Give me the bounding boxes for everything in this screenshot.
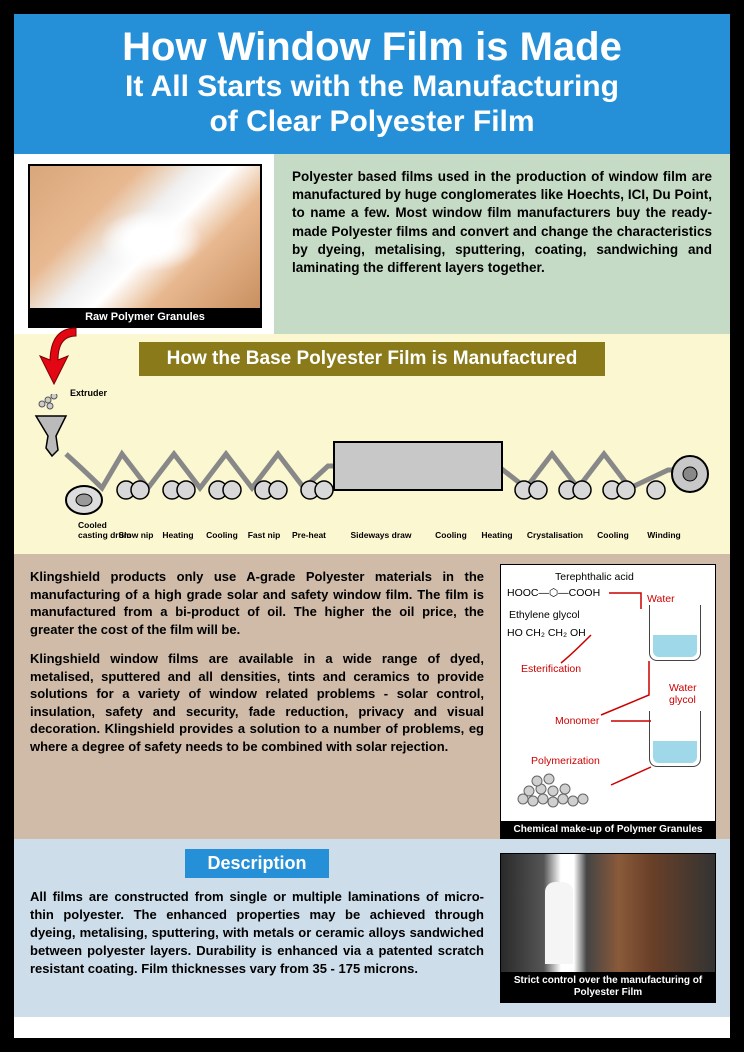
header: How Window Film is Made It All Starts wi… <box>14 14 730 154</box>
header-main-title: How Window Film is Made <box>24 26 720 68</box>
raw-granules-caption: Raw Polymer Granules <box>30 308 260 326</box>
description-text: All films are constructed from single or… <box>30 888 484 978</box>
process-diagram: Extruder Cooledcasting drum Slow nip Hea… <box>28 382 716 542</box>
intro-box: Polyester based films used in the produc… <box>274 154 730 334</box>
top-row: Raw Polymer Granules Polyester based fil… <box>14 154 730 334</box>
granules-icon <box>513 769 603 809</box>
red-arrow-icon <box>36 326 86 386</box>
photo-frame: Raw Polymer Granules <box>28 164 262 328</box>
intro-text: Polyester based films used in the produc… <box>292 168 712 277</box>
process-section-title: How the Base Polyester Film is Manufactu… <box>139 342 606 376</box>
description-left: Description All films are constructed fr… <box>14 839 500 1003</box>
raw-granules-image <box>30 166 260 308</box>
process-step-labels: Slow nip Heating Cooling Fast nip Pre-he… <box>28 531 716 540</box>
description-title: Description <box>185 849 328 878</box>
header-subtitle-1: It All Starts with the Manufacturing <box>24 70 720 103</box>
body-para-2: Klingshield window films are available i… <box>30 650 484 755</box>
process-section: How the Base Polyester Film is Manufactu… <box>14 334 730 554</box>
control-photo-box: Strict control over the manufacturing of… <box>500 853 716 1003</box>
page: How Window Film is Made It All Starts wi… <box>14 14 730 1038</box>
control-caption: Strict control over the manufacturing of… <box>501 972 715 1002</box>
beaker-icon <box>649 605 701 661</box>
chemistry-diagram-box: Terephthalic acid HOOC—⬡—COOH Water Ethy… <box>500 564 716 839</box>
description-section: Description All films are constructed fr… <box>14 839 730 1017</box>
chemistry-diagram: Terephthalic acid HOOC—⬡—COOH Water Ethy… <box>501 565 715 821</box>
body-para-1: Klingshield products only use A-grade Po… <box>30 568 484 638</box>
materials-section: Klingshield products only use A-grade Po… <box>14 554 730 839</box>
materials-text: Klingshield products only use A-grade Po… <box>14 554 500 839</box>
header-subtitle-2: of Clear Polyester Film <box>24 105 720 138</box>
extruder-label: Extruder <box>70 388 107 398</box>
beaker-icon <box>649 711 701 767</box>
raw-granules-photo-box: Raw Polymer Granules <box>14 154 274 334</box>
rollers-svg <box>28 394 716 534</box>
chemistry-caption: Chemical make-up of Polymer Granules <box>501 821 715 838</box>
control-image <box>501 854 715 972</box>
